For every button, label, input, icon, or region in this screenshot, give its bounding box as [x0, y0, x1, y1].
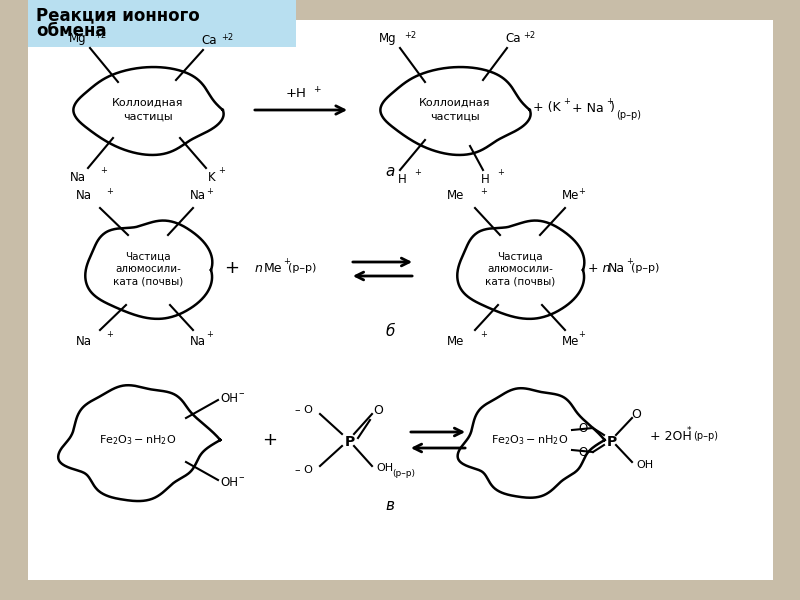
Text: O: O	[578, 445, 588, 458]
Text: + (K: + (K	[533, 101, 561, 115]
Text: ката (почвы): ката (почвы)	[113, 277, 183, 287]
Text: (р–р): (р–р)	[616, 110, 641, 120]
Text: $\mathsf{Fe_2O_3 - nH_2O}$: $\mathsf{Fe_2O_3 - nH_2O}$	[99, 433, 177, 447]
Text: Mg: Mg	[68, 32, 86, 45]
Text: ): )	[610, 101, 615, 115]
Text: ката (почвы): ката (почвы)	[485, 277, 555, 287]
Text: +: +	[414, 168, 421, 177]
Text: алюмосили-: алюмосили-	[487, 264, 553, 274]
Text: Na: Na	[190, 335, 206, 348]
Text: +: +	[480, 330, 487, 339]
Text: – O: – O	[295, 465, 313, 475]
Text: +: +	[262, 431, 278, 449]
Text: +: +	[100, 166, 107, 175]
Text: Ca: Ca	[201, 34, 217, 47]
Text: +: +	[106, 330, 113, 339]
Text: (р–р): (р–р)	[288, 263, 316, 273]
Text: Реакция ионного: Реакция ионного	[36, 6, 200, 24]
Text: +H: +H	[286, 87, 306, 100]
Text: а: а	[386, 164, 394, 179]
Text: OH: OH	[220, 391, 238, 404]
Text: H: H	[398, 173, 406, 186]
Text: n: n	[255, 262, 263, 275]
Text: O: O	[373, 403, 383, 416]
Text: –: –	[238, 472, 244, 482]
Text: частицы: частицы	[430, 112, 480, 122]
Text: +: +	[106, 187, 113, 196]
Text: +: +	[218, 166, 225, 175]
Text: +: +	[626, 257, 633, 265]
Text: Me: Me	[562, 189, 579, 202]
Text: P: P	[607, 435, 617, 449]
Text: (р–р): (р–р)	[693, 431, 718, 441]
Text: OH: OH	[376, 463, 393, 473]
Text: +2: +2	[404, 31, 416, 40]
Text: Me: Me	[264, 262, 282, 275]
Text: (р–р): (р–р)	[392, 469, 415, 478]
Text: + Na: + Na	[568, 101, 604, 115]
Text: Na: Na	[76, 335, 92, 348]
Text: +2: +2	[221, 33, 233, 42]
Text: – O: – O	[295, 405, 313, 415]
Text: O: O	[631, 407, 641, 421]
Text: +: +	[578, 330, 585, 339]
Text: Коллоидная: Коллоидная	[112, 98, 184, 108]
Text: +: +	[578, 187, 585, 196]
Text: +: +	[313, 85, 321, 94]
Text: $\mathsf{Fe_2O_3 - nH_2O}$: $\mathsf{Fe_2O_3 - nH_2O}$	[491, 433, 569, 447]
Text: +: +	[480, 187, 487, 196]
Text: +: +	[206, 187, 213, 196]
Text: + 2OH: + 2OH	[650, 430, 692, 443]
Text: частицы: частицы	[123, 112, 173, 122]
Text: Ca: Ca	[505, 32, 521, 45]
Text: +: +	[606, 97, 613, 106]
Text: б: б	[386, 325, 394, 340]
Text: Na: Na	[190, 189, 206, 202]
Text: Коллоидная: Коллоидная	[419, 98, 490, 108]
Text: Me: Me	[562, 335, 579, 348]
Text: в: в	[386, 497, 394, 512]
Text: O: O	[578, 421, 588, 434]
Text: +2: +2	[94, 31, 106, 40]
Text: H: H	[481, 173, 490, 186]
Text: OH: OH	[220, 475, 238, 488]
Text: Mg: Mg	[378, 32, 396, 45]
Text: Частица: Частица	[497, 252, 543, 262]
Text: обмена: обмена	[36, 22, 106, 40]
Text: –: –	[238, 388, 244, 398]
Text: Na: Na	[70, 171, 86, 184]
Text: (р–р): (р–р)	[631, 263, 659, 273]
Text: Me: Me	[446, 335, 464, 348]
Text: +2: +2	[523, 31, 535, 40]
Text: + n: + n	[588, 262, 610, 275]
Text: +: +	[283, 257, 290, 265]
Text: P: P	[345, 435, 355, 449]
Text: OH: OH	[636, 460, 653, 470]
Text: +: +	[206, 330, 213, 339]
Text: Na: Na	[76, 189, 92, 202]
Text: Me: Me	[446, 189, 464, 202]
Text: Частица: Частица	[125, 252, 171, 262]
Text: *: *	[687, 425, 691, 434]
Text: Na: Na	[608, 262, 625, 275]
Text: K: K	[208, 171, 216, 184]
Text: +: +	[563, 97, 570, 106]
Bar	[28, 0, 296, 47]
Text: +: +	[225, 259, 239, 277]
Text: алюмосили-: алюмосили-	[115, 264, 181, 274]
Text: +: +	[497, 168, 504, 177]
